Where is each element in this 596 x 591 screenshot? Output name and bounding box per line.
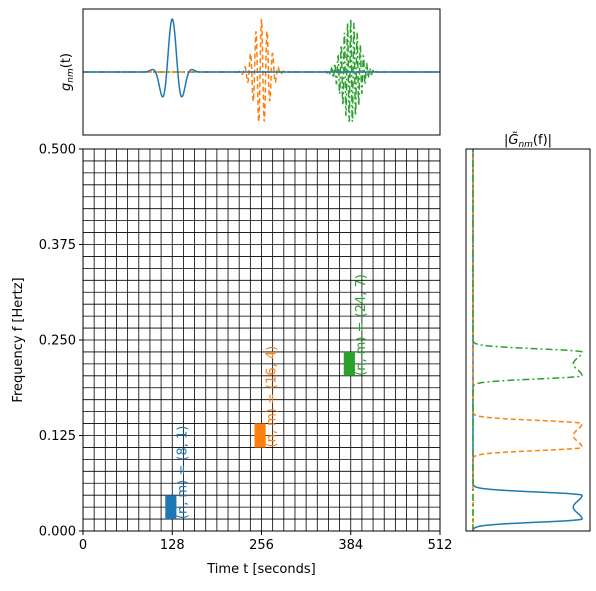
right-series-3 [472, 149, 583, 531]
right-panel-lines [472, 149, 583, 532]
y-tick-label: 0.000 [39, 525, 76, 540]
top-panel: gnm(t) [59, 8, 441, 136]
highlighted-tile-2 [254, 423, 266, 448]
top-series-1 [83, 18, 440, 98]
highlighted-tile-3 [343, 351, 355, 376]
tile-label-1: (n, m) = (8, 1) [175, 426, 190, 519]
right-title-sub: nm [518, 140, 533, 150]
x-tick-label: 384 [338, 538, 363, 553]
x-tick-label: 256 [249, 538, 274, 553]
x-tick-label: 512 [428, 538, 453, 553]
top-panel-frame [82, 8, 441, 136]
tile-label-2: (n, m) = (16, 4) [265, 346, 280, 448]
y-tick-label: 0.375 [39, 238, 76, 253]
highlighted-tiles: (n, m) = (8, 1) (n, m) = (16, 4) (n, m) = … [165, 274, 369, 520]
right-panel: |G̃nm(f)| [465, 133, 591, 532]
right-panel-title: |G̃nm(f)| [504, 133, 552, 150]
tile-label-3: (n, m) = (24, 7) [354, 274, 369, 376]
x-tick-label: 128 [160, 538, 185, 553]
main-panel: (n, m) = (8, 1) (n, m) = (16, 4) (n, m) = … [11, 143, 452, 578]
top-panel-lines [83, 18, 440, 122]
highlighted-tile-1 [165, 495, 177, 520]
right-series-2 [472, 149, 583, 531]
right-title-arg: (f)| [533, 133, 552, 148]
y-axis-label: Frequency f [Hertz] [11, 277, 26, 402]
right-title-g: G̃ [508, 133, 518, 148]
main-ticks: 0 128 256 384 512 0.000 0.125 0.250 0.375 0.500 [39, 143, 453, 554]
right-series-1 [472, 149, 583, 532]
top-ylabel-sub: nm [66, 68, 76, 83]
x-tick-label: 0 [79, 538, 87, 553]
top-ylabel: gnm(t) [59, 53, 76, 91]
top-ylabel-arg: (t) [59, 53, 74, 68]
y-tick-label: 0.250 [39, 334, 76, 349]
x-axis-label: Time t [seconds] [206, 562, 315, 577]
right-panel-frame [465, 148, 591, 532]
top-series-2 [83, 18, 440, 122]
right-title-open: | [504, 133, 508, 148]
y-tick-label: 0.500 [39, 143, 76, 158]
y-tick-label: 0.125 [39, 429, 76, 444]
top-ylabel-g: g [59, 83, 74, 91]
tiling-grid [83, 149, 440, 531]
